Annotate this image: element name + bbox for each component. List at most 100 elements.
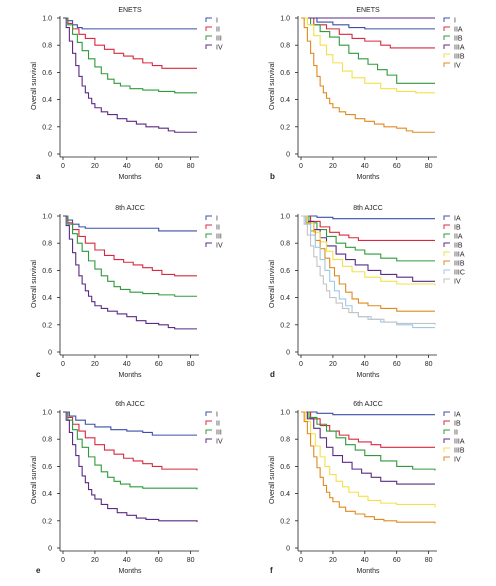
series-line-i: [301, 17, 435, 30]
legend-swatch: [443, 420, 450, 425]
legend-label: IIIB: [454, 54, 465, 61]
y-tick-label: 0.2: [280, 124, 290, 131]
series-line-i: [63, 17, 197, 30]
series-line-iv: [63, 411, 198, 523]
x-tick-label: 60: [155, 557, 163, 564]
legend-label: IIIB: [454, 448, 465, 455]
y-tick-label: 0.8: [42, 437, 52, 444]
legend-swatch: [443, 26, 450, 31]
y-axis-label: Overall survival: [269, 62, 276, 110]
x-tick-label: 0: [61, 557, 65, 564]
series-line-i: [63, 411, 197, 436]
x-tick-label: 40: [361, 557, 369, 564]
x-axis-label: Months: [119, 372, 142, 379]
series-line-iiib: [301, 411, 436, 508]
legend-swatch: [443, 17, 450, 22]
legend-label: IIIA: [454, 439, 465, 446]
legend-label: I: [216, 18, 218, 25]
series-line-ii: [63, 215, 197, 277]
y-tick-label: 0: [286, 546, 290, 553]
legend-swatch: [443, 242, 450, 247]
x-tick-label: 40: [361, 163, 369, 170]
x-tick-label: 0: [61, 163, 65, 170]
series-line-iv: [301, 411, 436, 524]
y-tick-label: 0.6: [42, 70, 52, 77]
y-tick-label: 0.4: [42, 295, 52, 302]
legend-label: III: [216, 430, 222, 437]
legend-label: I: [454, 18, 456, 25]
legend-label: IIB: [454, 36, 463, 43]
y-tick-label: 0.2: [42, 124, 52, 131]
legend-swatch: [443, 44, 450, 49]
y-tick-label: 0.2: [42, 518, 52, 525]
legend-label: IIIC: [454, 270, 465, 277]
y-tick-label: 0.2: [42, 322, 52, 329]
legend-label: IB: [454, 225, 461, 232]
y-tick-label: 0.8: [280, 241, 290, 248]
series-line-iiic: [301, 215, 435, 329]
x-tick-label: 20: [329, 557, 337, 564]
legend-label: IB: [454, 421, 461, 428]
x-tick-label: 20: [91, 163, 99, 170]
panel-label: f: [270, 566, 273, 575]
x-tick-label: 20: [329, 361, 337, 368]
y-tick-label: 1.0: [42, 410, 52, 417]
y-tick-label: 0.4: [280, 491, 290, 498]
legend-swatch: [205, 438, 212, 443]
legend-swatch: [443, 233, 450, 238]
y-axis-label: Overall survival: [31, 260, 38, 308]
legend-label: IIA: [454, 234, 463, 241]
x-tick-label: 40: [361, 361, 369, 368]
x-axis-label: Months: [357, 372, 380, 379]
x-tick-label: 60: [155, 163, 163, 170]
x-tick-label: 0: [61, 361, 65, 368]
legend-swatch: [443, 278, 450, 283]
y-tick-label: 0: [286, 152, 290, 159]
chart-title: 6th AJCC: [353, 401, 383, 408]
y-tick-label: 0.4: [280, 97, 290, 104]
y-tick-label: 0.8: [42, 241, 52, 248]
panel-label: d: [270, 370, 275, 379]
legend-label: IV: [454, 457, 461, 464]
y-axis-label: Overall survival: [31, 62, 38, 110]
legend-label: II: [454, 430, 458, 437]
y-tick-label: 0.6: [42, 464, 52, 471]
series-line-iiib: [301, 215, 435, 312]
legend-swatch: [205, 242, 212, 247]
legend-label: II: [216, 421, 220, 428]
y-tick-label: 0.8: [280, 437, 290, 444]
legend-swatch: [443, 447, 450, 452]
legend-label: III: [216, 36, 222, 43]
x-tick-label: 40: [123, 557, 131, 564]
x-tick-label: 0: [299, 557, 303, 564]
chart-title: ENETS: [118, 7, 142, 14]
legend-swatch: [205, 233, 212, 238]
chart-title: 8th AJCC: [115, 205, 145, 212]
y-tick-label: 1.0: [42, 214, 52, 221]
series-line-iiia: [301, 215, 436, 286]
series-line-iv: [63, 17, 197, 133]
legend-swatch: [205, 17, 212, 22]
legend-label: IV: [216, 439, 223, 446]
x-tick-label: 20: [91, 361, 99, 368]
legend-label: IIA: [454, 27, 463, 34]
legend-swatch: [205, 224, 212, 229]
legend-swatch: [443, 438, 450, 443]
legend-swatch: [443, 429, 450, 434]
panel-label: b: [270, 172, 275, 181]
y-tick-label: 0.8: [280, 43, 290, 50]
legend-label: III: [216, 234, 222, 241]
y-tick-label: 0.6: [280, 464, 290, 471]
y-tick-label: 1.0: [42, 16, 52, 23]
y-tick-label: 0.4: [42, 491, 52, 498]
series-line-ia: [301, 215, 435, 220]
y-tick-label: 0: [286, 350, 290, 357]
series-line-iii: [63, 215, 197, 297]
legend-swatch: [443, 35, 450, 40]
x-tick-label: 60: [393, 163, 401, 170]
y-tick-label: 1.0: [280, 214, 290, 221]
legend-label: IA: [454, 412, 461, 419]
x-tick-label: 80: [425, 163, 433, 170]
series-line-iv: [63, 215, 197, 330]
